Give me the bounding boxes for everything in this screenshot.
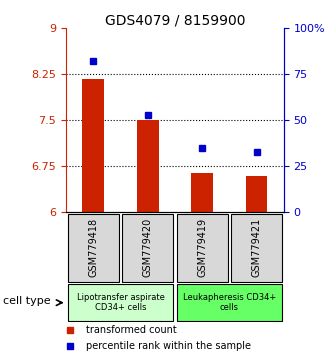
Bar bbox=[82, 79, 104, 212]
Text: GSM779419: GSM779419 bbox=[197, 218, 207, 278]
Bar bbox=[191, 172, 213, 212]
Bar bbox=[177, 214, 228, 282]
Text: GSM779420: GSM779420 bbox=[143, 218, 153, 278]
Text: Leukapheresis CD34+
cells: Leukapheresis CD34+ cells bbox=[183, 293, 276, 312]
Bar bbox=[68, 284, 173, 321]
Bar bbox=[137, 120, 158, 212]
Text: GSM779421: GSM779421 bbox=[251, 218, 262, 278]
Text: percentile rank within the sample: percentile rank within the sample bbox=[85, 341, 250, 351]
Text: Lipotransfer aspirate
CD34+ cells: Lipotransfer aspirate CD34+ cells bbox=[77, 293, 164, 312]
Bar bbox=[231, 214, 282, 282]
Bar bbox=[246, 176, 267, 212]
Bar bbox=[122, 214, 173, 282]
Bar bbox=[68, 214, 119, 282]
Text: GSM779418: GSM779418 bbox=[88, 218, 98, 278]
Text: cell type: cell type bbox=[3, 296, 51, 306]
Bar bbox=[177, 284, 282, 321]
Text: transformed count: transformed count bbox=[85, 325, 176, 335]
Title: GDS4079 / 8159900: GDS4079 / 8159900 bbox=[105, 13, 245, 27]
